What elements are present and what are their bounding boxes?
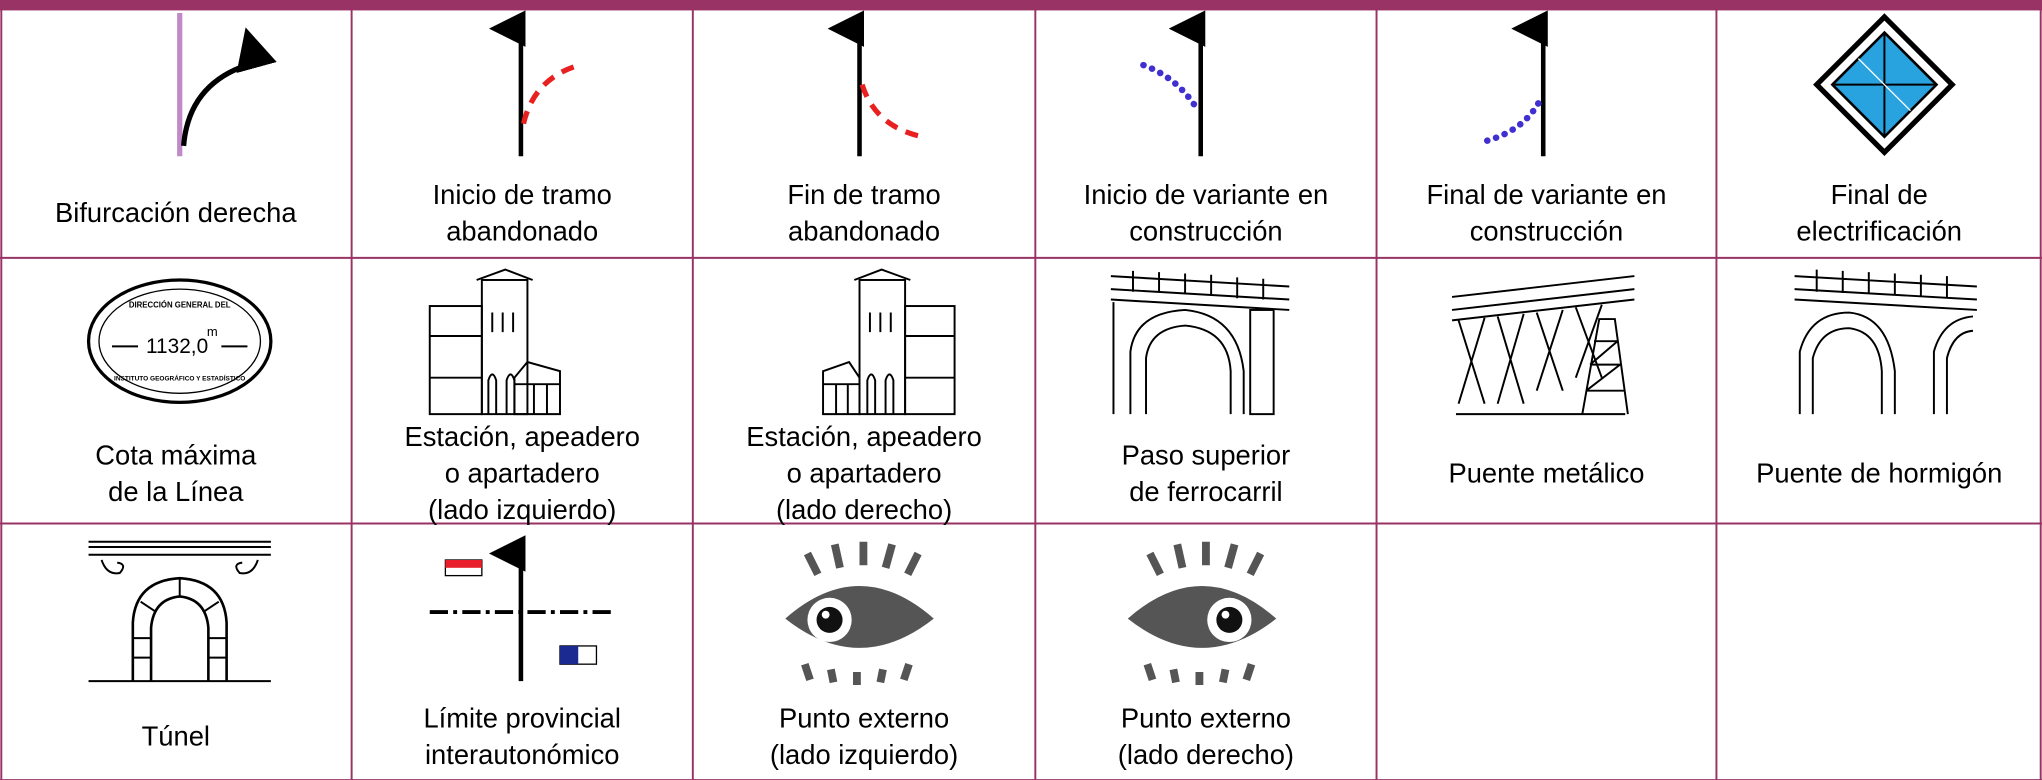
cell-label: Final de variante en bbox=[1426, 179, 1666, 210]
icon-overpass bbox=[1110, 270, 1290, 416]
icon-eye-right bbox=[1127, 541, 1277, 686]
cell-label: (lado derecho) bbox=[776, 494, 952, 525]
cell-label: Fin de tramo bbox=[787, 179, 940, 210]
cell-label: Túnel bbox=[142, 721, 210, 752]
icon-bifurcation bbox=[177, 13, 277, 157]
cell-label: Inicio de variante en bbox=[1084, 179, 1329, 210]
cell-label: Punto externo bbox=[779, 702, 949, 733]
cell-label: Final de bbox=[1831, 179, 1928, 210]
cell-label: de la Línea bbox=[108, 476, 244, 507]
cell-label: Puente metálico bbox=[1448, 458, 1644, 489]
stamp-unit: m bbox=[207, 324, 218, 339]
cell-label: Estación, apeadero bbox=[746, 421, 982, 452]
stamp-value: 1132,0 bbox=[146, 335, 208, 358]
header-bar bbox=[0, 0, 2042, 11]
cell-label: Puente de hormigón bbox=[1756, 458, 2002, 489]
icon-abandon-start bbox=[489, 10, 581, 157]
cell-label: abandonado bbox=[788, 215, 940, 246]
stamp-top: DIRECCIÓN GENERAL DEL bbox=[129, 300, 231, 309]
cell-label: interautonómico bbox=[425, 739, 619, 770]
cell-label: de ferrocarril bbox=[1129, 476, 1282, 507]
cell-label: Límite provincial bbox=[423, 702, 620, 733]
icon-metal-bridge bbox=[1451, 275, 1635, 416]
cell-label: o apartadero bbox=[787, 458, 942, 489]
cell-label: Cota máxima bbox=[95, 439, 257, 470]
icon-electrification-end bbox=[1813, 13, 1956, 157]
cell-label: abandonado bbox=[446, 215, 598, 246]
cell-label: (lado derecho) bbox=[1118, 739, 1294, 770]
cell-label: construcción bbox=[1470, 215, 1623, 246]
cell-label: Bifurcación derecha bbox=[55, 197, 297, 228]
icon-eye-left bbox=[785, 541, 934, 686]
cell-label: Punto externo bbox=[1121, 702, 1291, 733]
cell-label: (lado izquierdo) bbox=[428, 494, 616, 525]
cell-label: Estación, apeadero bbox=[404, 421, 639, 452]
icon-variant-end bbox=[1483, 10, 1548, 157]
cell-label: Paso superior bbox=[1122, 439, 1291, 470]
cell-label: o apartadero bbox=[445, 458, 600, 489]
icon-stamp: DIRECCIÓN GENERAL DEL 1132,0 m INSTITUTO… bbox=[86, 278, 273, 405]
cell-label: (lado izquierdo) bbox=[770, 739, 958, 770]
icon-abandon-end bbox=[827, 10, 923, 157]
cell-label: Inicio de tramo bbox=[433, 179, 612, 210]
icon-concrete-bridge bbox=[1794, 269, 1977, 415]
icon-station-right bbox=[822, 268, 956, 416]
icon-tunnel bbox=[88, 540, 271, 683]
stamp-bottom: INSTITUTO GEOGRÁFICO Y ESTADÍSTICO bbox=[114, 373, 245, 382]
cell-label: electrificación bbox=[1796, 215, 1962, 246]
icon-province-limit bbox=[429, 535, 615, 682]
icon-station-left bbox=[428, 268, 561, 416]
icon-variant-start bbox=[1140, 10, 1206, 157]
cell-label: construcción bbox=[1129, 215, 1282, 246]
